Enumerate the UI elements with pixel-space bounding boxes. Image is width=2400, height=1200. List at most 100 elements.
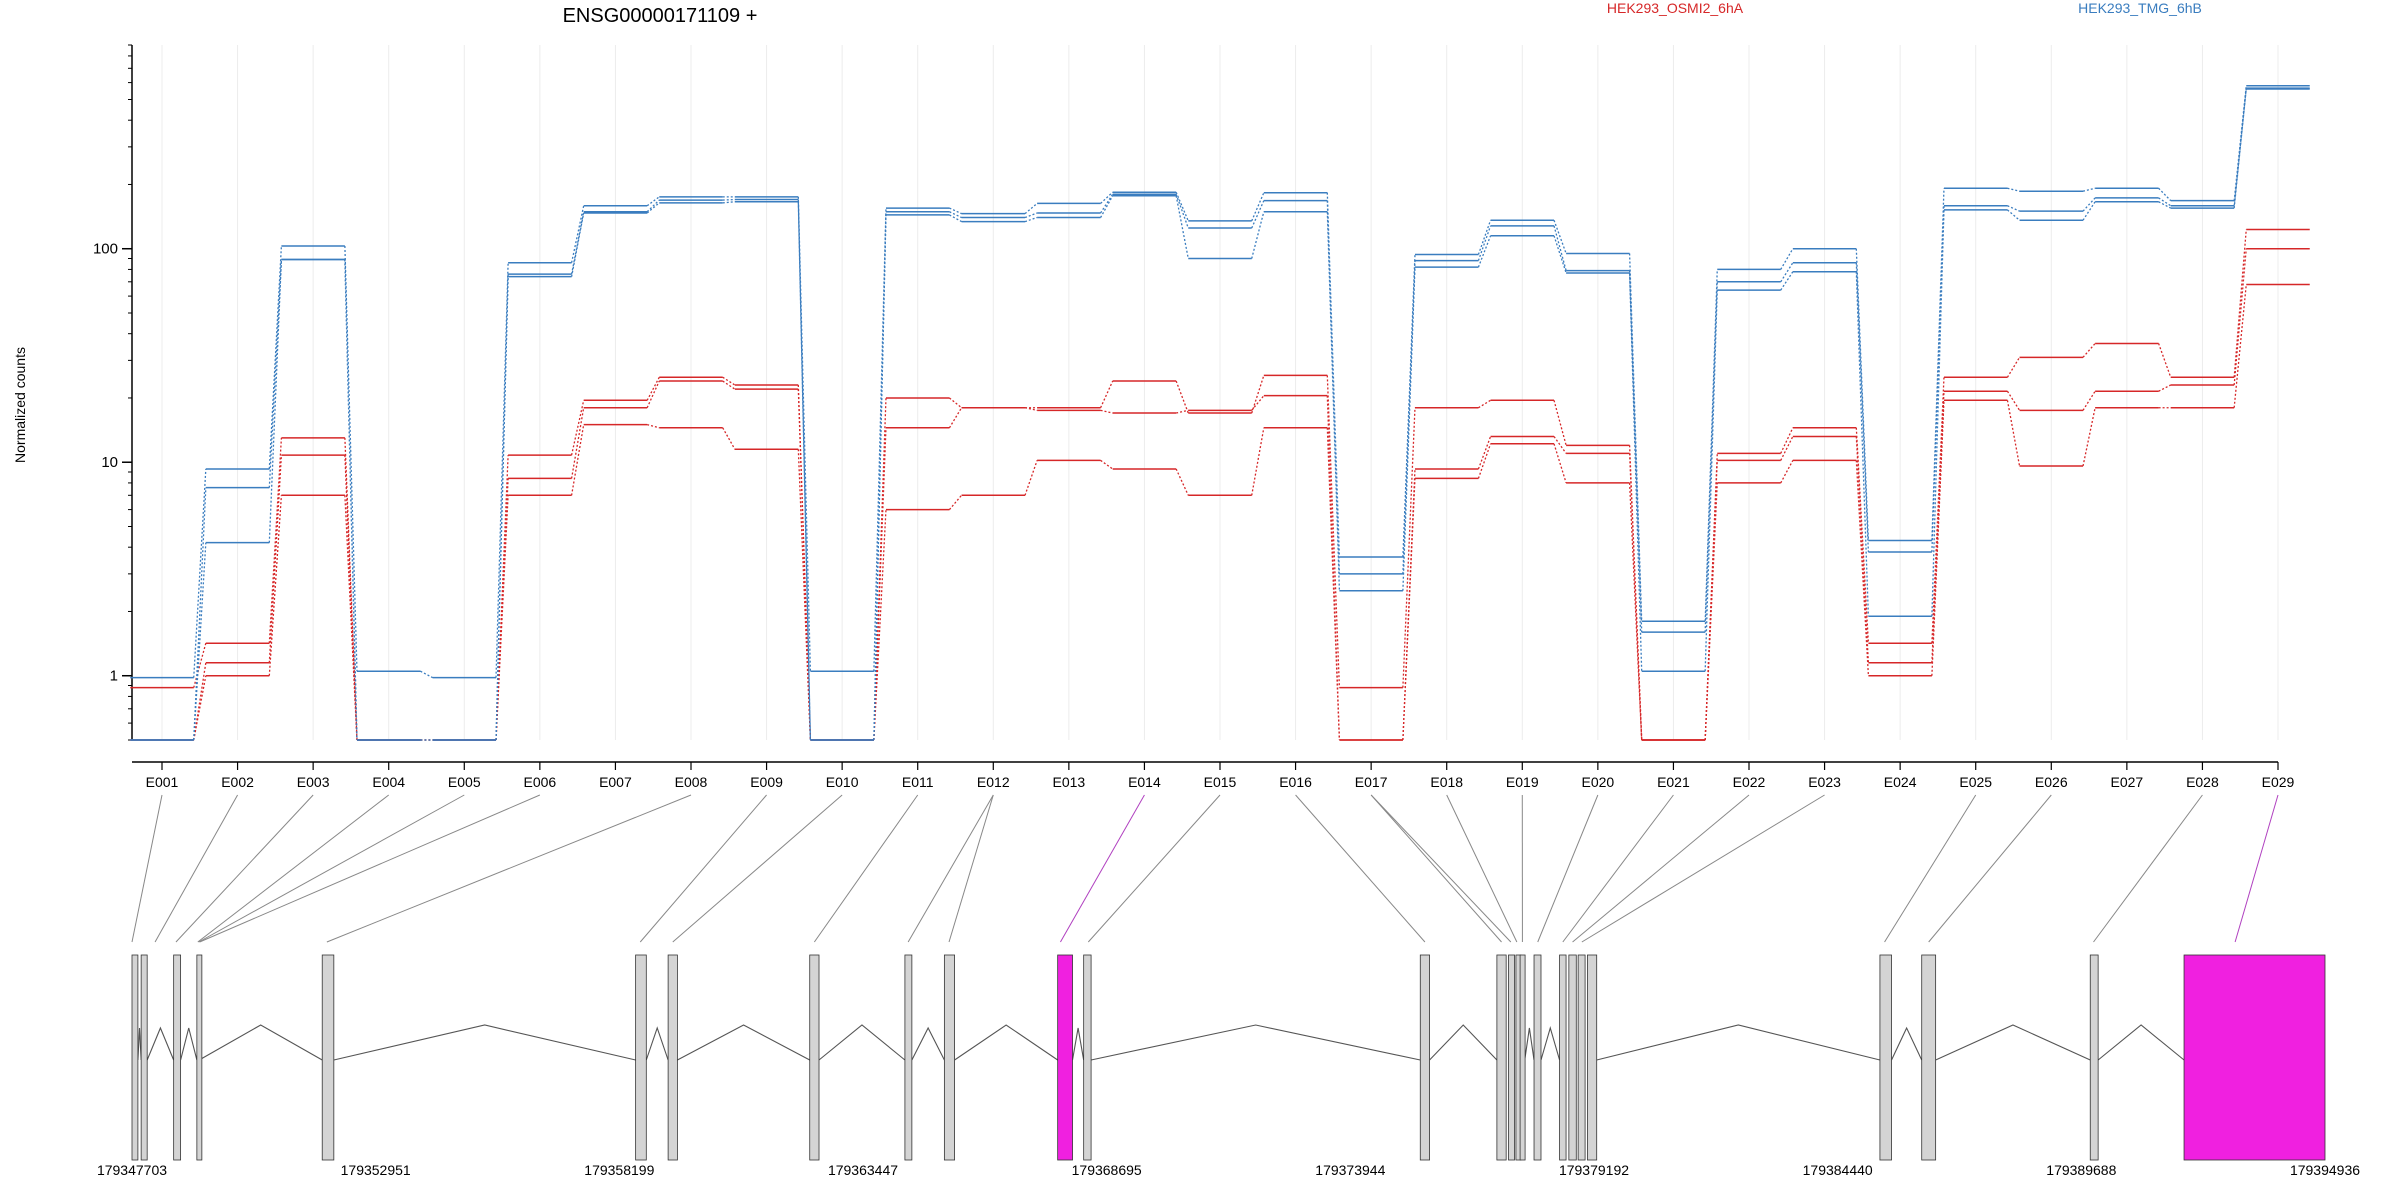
series-transition <box>495 276 509 741</box>
series-transition <box>1251 375 1265 414</box>
exon-box <box>809 954 820 1161</box>
legend-label-osmi2: HEK293_OSMI2_6hA <box>1607 0 1744 16</box>
series-transition <box>1175 194 1189 229</box>
coordinate-label: 179363447 <box>828 1162 898 1178</box>
intron <box>1540 1026 1561 1061</box>
connector-line <box>639 794 767 943</box>
series-transition <box>570 424 585 496</box>
series-transition <box>1780 271 1794 291</box>
series-transition <box>2006 356 2021 378</box>
series-transition <box>2007 187 2020 192</box>
series-transition <box>1704 290 1718 672</box>
exon-box <box>1587 954 1598 1161</box>
series-transition <box>722 380 736 390</box>
intron <box>677 1024 810 1061</box>
series-transition <box>1477 225 1492 261</box>
series-transition <box>1024 202 1038 215</box>
series-transition <box>1478 399 1491 409</box>
x-tick-label: E006 <box>524 774 557 790</box>
series-transition <box>1251 200 1265 229</box>
series-transition <box>420 670 433 679</box>
series-transition <box>1931 209 1945 617</box>
series-transition <box>2082 187 2096 192</box>
x-tick-label: E012 <box>977 774 1010 790</box>
intron <box>180 1027 198 1061</box>
series-transition <box>949 207 962 215</box>
series-transition <box>646 376 660 401</box>
series-transition <box>646 380 660 408</box>
series-transition <box>873 397 887 741</box>
series-transition <box>873 208 887 672</box>
coordinate-label: 179368695 <box>1072 1162 1142 1178</box>
intron <box>911 1026 945 1061</box>
exon-box <box>1083 954 1092 1161</box>
chart-title: ENSG00000171109 + <box>563 5 758 27</box>
x-tick-label: E014 <box>1128 774 1161 790</box>
series-transition <box>797 449 812 741</box>
intron <box>1935 1024 2091 1061</box>
series-line <box>130 84 2310 679</box>
connector-line <box>1087 794 1221 943</box>
connector-line <box>1060 794 1145 943</box>
x-tick-label: E008 <box>675 774 708 790</box>
series-transition <box>722 201 735 204</box>
series-transition <box>1855 436 1870 663</box>
connector-line <box>1562 794 1674 943</box>
x-tick-label: E004 <box>372 774 405 790</box>
legend: HEK293_OSMI2_6hA HEK293_TMG_6hB <box>1607 0 2202 16</box>
series-transition <box>1628 272 1643 672</box>
series-transition <box>2082 343 2096 358</box>
series-transition <box>1704 482 1718 741</box>
intron <box>1071 1027 1085 1061</box>
series-transition <box>1402 407 1416 688</box>
series-transition <box>873 427 887 741</box>
exon-box <box>1921 954 1937 1161</box>
series-transition <box>344 245 358 672</box>
series-transition <box>1176 409 1189 414</box>
gene-model <box>131 954 2326 1161</box>
exon-box <box>140 954 148 1161</box>
x-tick-label: E017 <box>1355 774 1388 790</box>
series-transition <box>949 214 962 223</box>
x-tick-label: E003 <box>297 774 330 790</box>
series-transition <box>797 201 812 741</box>
series-transition <box>193 468 207 678</box>
connector-line <box>131 794 163 943</box>
exon-box <box>1568 954 1577 1161</box>
series-transition <box>570 211 585 275</box>
connector-line <box>154 794 239 943</box>
series-transition <box>1931 400 1945 676</box>
x-axis: E001 E002 E003 E004 E005 E006 E007 E008 E009 E010… <box>132 761 2295 790</box>
series-transition <box>344 259 358 741</box>
series-transition <box>1024 212 1038 219</box>
series-transition <box>495 495 509 741</box>
series-transition <box>193 675 207 741</box>
series-transition <box>1251 427 1265 496</box>
intron <box>1429 1024 1498 1061</box>
series-transition <box>1024 216 1038 223</box>
coordinate-label: 179352951 <box>341 1162 411 1178</box>
series-transition <box>1855 248 1870 541</box>
connector-line <box>1572 794 1750 943</box>
exon-box <box>1508 954 1515 1161</box>
series-transition <box>2158 384 2171 392</box>
intron <box>1596 1024 1881 1061</box>
series-transition <box>2006 400 2021 467</box>
exon-box <box>2089 954 2099 1161</box>
coordinate-label: 179379192 <box>1559 1162 1629 1178</box>
series-transition <box>646 199 660 213</box>
exon-box <box>1577 954 1586 1161</box>
series-transition <box>1553 436 1567 454</box>
series-transition <box>1628 453 1643 741</box>
y-tick-label: 1 <box>110 668 118 685</box>
connector-line <box>2093 794 2203 943</box>
series-transition <box>268 495 283 676</box>
connector-line <box>1446 794 1518 943</box>
intron <box>2097 1024 2185 1061</box>
series-transition <box>1326 427 1341 741</box>
series-transition <box>873 509 887 741</box>
intron <box>1524 1027 1535 1061</box>
series-transition <box>797 196 812 672</box>
x-tick-label: E029 <box>2262 774 2295 790</box>
series-transition <box>1477 443 1492 479</box>
